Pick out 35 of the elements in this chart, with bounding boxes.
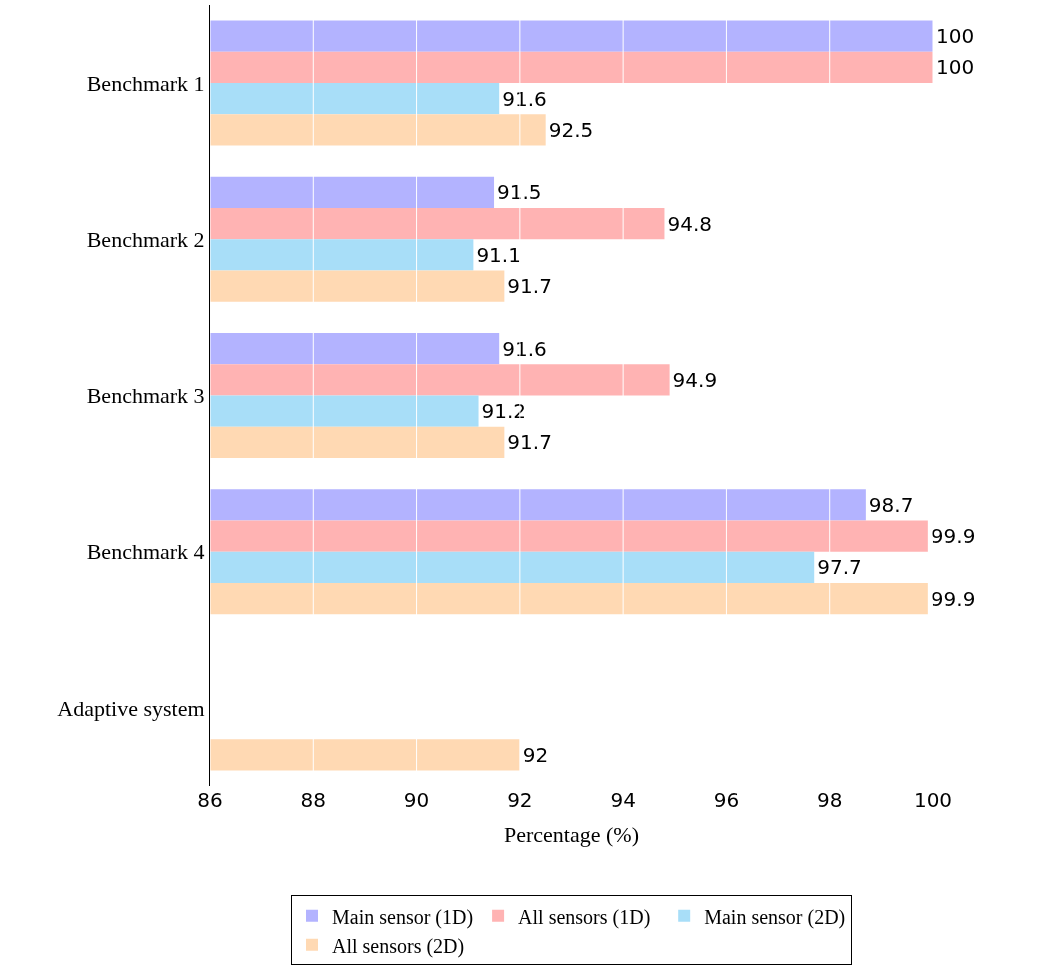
data-label: 100 xyxy=(936,24,975,49)
data-label: 91.7 xyxy=(507,274,552,299)
legend-label: All sensors (2D) xyxy=(332,934,465,958)
x-tick-label: 86 xyxy=(197,788,223,812)
x-axis-title: Percentage (%) xyxy=(504,821,639,847)
y-tick-label: Benchmark 4 xyxy=(86,539,205,565)
data-label: 94.8 xyxy=(667,211,712,236)
data-label: 99.9 xyxy=(930,586,976,611)
x-tick-label: 96 xyxy=(713,788,740,812)
y-tick-label: Adaptive system xyxy=(57,695,205,721)
data-label: 97.7 xyxy=(817,555,862,580)
legend-label: Main sensor (1D) xyxy=(332,905,474,929)
data-label: 98.7 xyxy=(868,492,914,517)
data-label: 100 xyxy=(936,55,975,80)
data-label: 94.9 xyxy=(672,367,718,392)
y-tick-label: Benchmark 1 xyxy=(86,70,205,96)
data-label: 91.5 xyxy=(497,180,542,205)
x-tick-label: 98 xyxy=(816,788,843,812)
x-tick-label: 90 xyxy=(403,788,430,812)
data-label: 92.5 xyxy=(548,117,594,142)
x-tick-label: 88 xyxy=(300,788,327,812)
x-tick-label: 100 xyxy=(913,788,953,812)
data-label: 91.7 xyxy=(507,430,552,455)
data-label: 91.6 xyxy=(502,86,547,111)
data-label: 91.1 xyxy=(476,242,521,267)
data-label: 91.2 xyxy=(481,399,527,424)
x-tick-label: 94 xyxy=(610,788,636,812)
data-label: 99.9 xyxy=(930,524,976,549)
legend-label: Main sensor (2D) xyxy=(704,905,846,929)
data-label: 91.6 xyxy=(502,336,547,361)
legend-label: All sensors (1D) xyxy=(518,905,651,929)
data-label: 92 xyxy=(522,742,549,767)
x-tick-label: 92 xyxy=(507,788,533,812)
y-tick-label: Benchmark 2 xyxy=(86,227,205,252)
y-tick-label: Benchmark 3 xyxy=(86,383,205,409)
